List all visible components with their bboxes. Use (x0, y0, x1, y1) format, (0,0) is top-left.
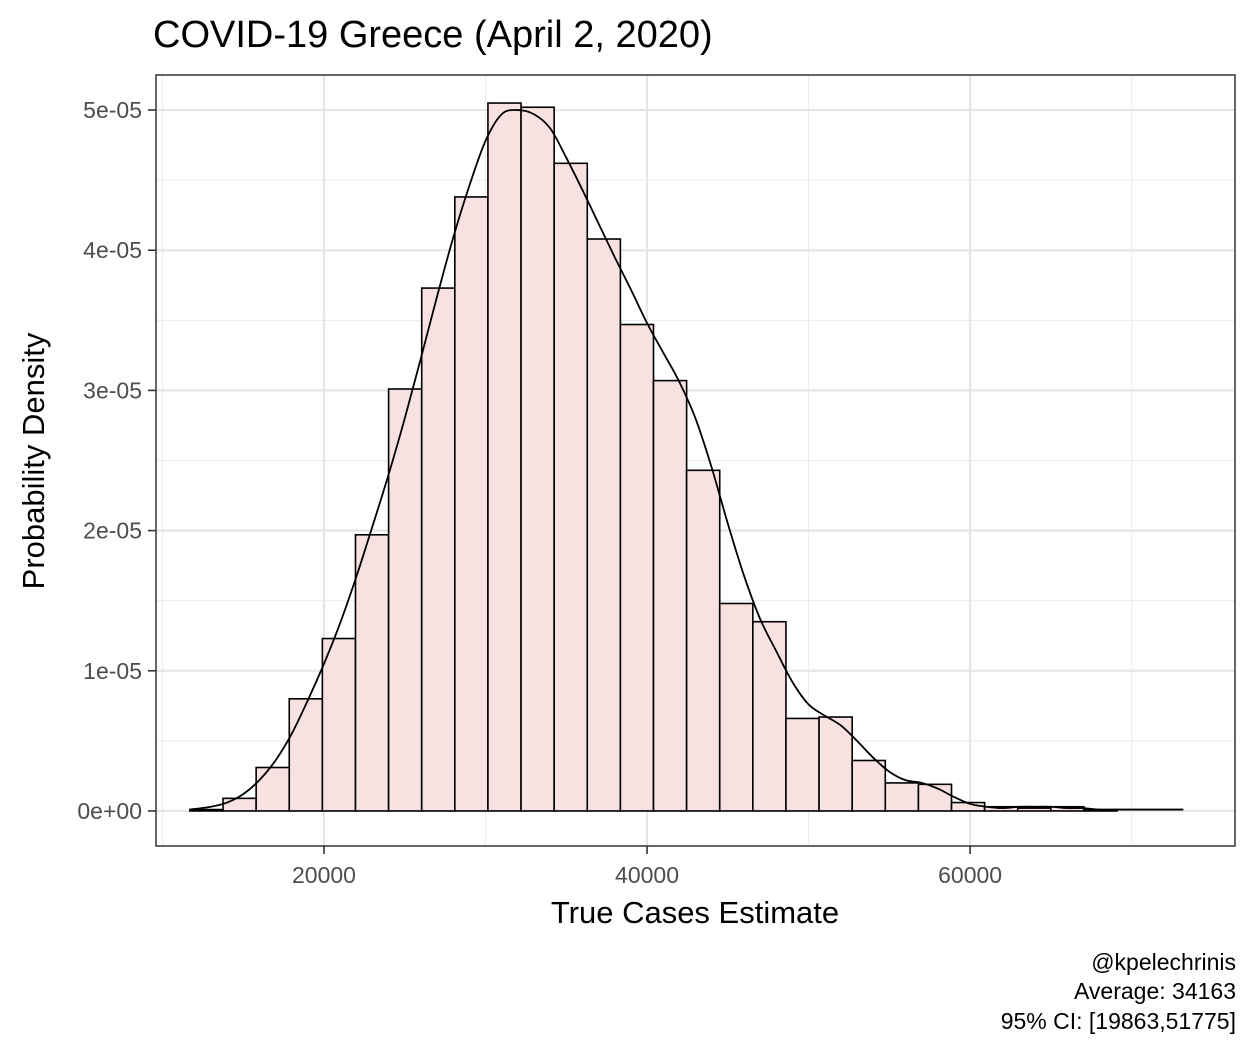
histogram-bar (520, 106, 555, 812)
histogram-bar (487, 102, 522, 812)
histogram-bar (685, 469, 721, 812)
y-tick-label: 5e-05 (83, 97, 142, 123)
histogram-bar (387, 388, 423, 812)
histogram-bar (752, 620, 787, 812)
histogram-bar (553, 162, 589, 812)
histogram-bar (851, 759, 887, 812)
histogram-bar (321, 637, 357, 812)
panel-border (155, 74, 1236, 847)
caption: @kpelechrinis Average: 34163 95% CI: [19… (1001, 949, 1236, 1034)
plot-panel (155, 74, 1236, 847)
y-tick-label: 0e+00 (77, 798, 142, 824)
caption-handle: @kpelechrinis (1091, 949, 1236, 975)
histogram-bar (718, 602, 754, 812)
x-axis: 20000 40000 60000 (292, 846, 1002, 888)
y-tick-label: 1e-05 (83, 658, 142, 684)
density-curve (189, 109, 1184, 811)
histogram-bar (288, 698, 324, 812)
histogram-bar (818, 716, 853, 812)
histogram-bar (1016, 807, 1052, 812)
histogram-bar (785, 717, 820, 812)
caption-average: Average: 34163 (1074, 978, 1236, 1004)
caption-ci: 95% CI: [19863,51775] (1001, 1008, 1236, 1034)
histogram-bar (354, 533, 390, 812)
y-tick-label: 3e-05 (83, 377, 142, 403)
histogram-bar (652, 379, 688, 812)
histogram-bar (917, 783, 953, 812)
y-tick-label: 2e-05 (83, 518, 142, 544)
histogram-bar (420, 287, 456, 812)
histogram-bar (255, 766, 291, 812)
y-axis-title: Probability Density (16, 332, 51, 589)
y-axis: 0e+00 1e-05 2e-05 3e-05 4e-05 5e-05 (77, 97, 156, 824)
x-tick-label: 20000 (292, 862, 356, 888)
x-tick-label: 60000 (938, 862, 1002, 888)
x-tick-label: 40000 (615, 862, 679, 888)
chart-title: COVID-19 Greece (April 2, 2020) (153, 14, 713, 56)
histogram-bar (884, 782, 920, 812)
x-axis-title: True Cases Estimate (551, 895, 839, 930)
histogram-bars (189, 102, 1118, 812)
histogram-bar (222, 797, 257, 812)
histogram-bar (454, 196, 489, 812)
histogram-bar (586, 238, 622, 812)
histogram-bar (619, 323, 655, 812)
y-tick-label: 4e-05 (83, 237, 142, 263)
